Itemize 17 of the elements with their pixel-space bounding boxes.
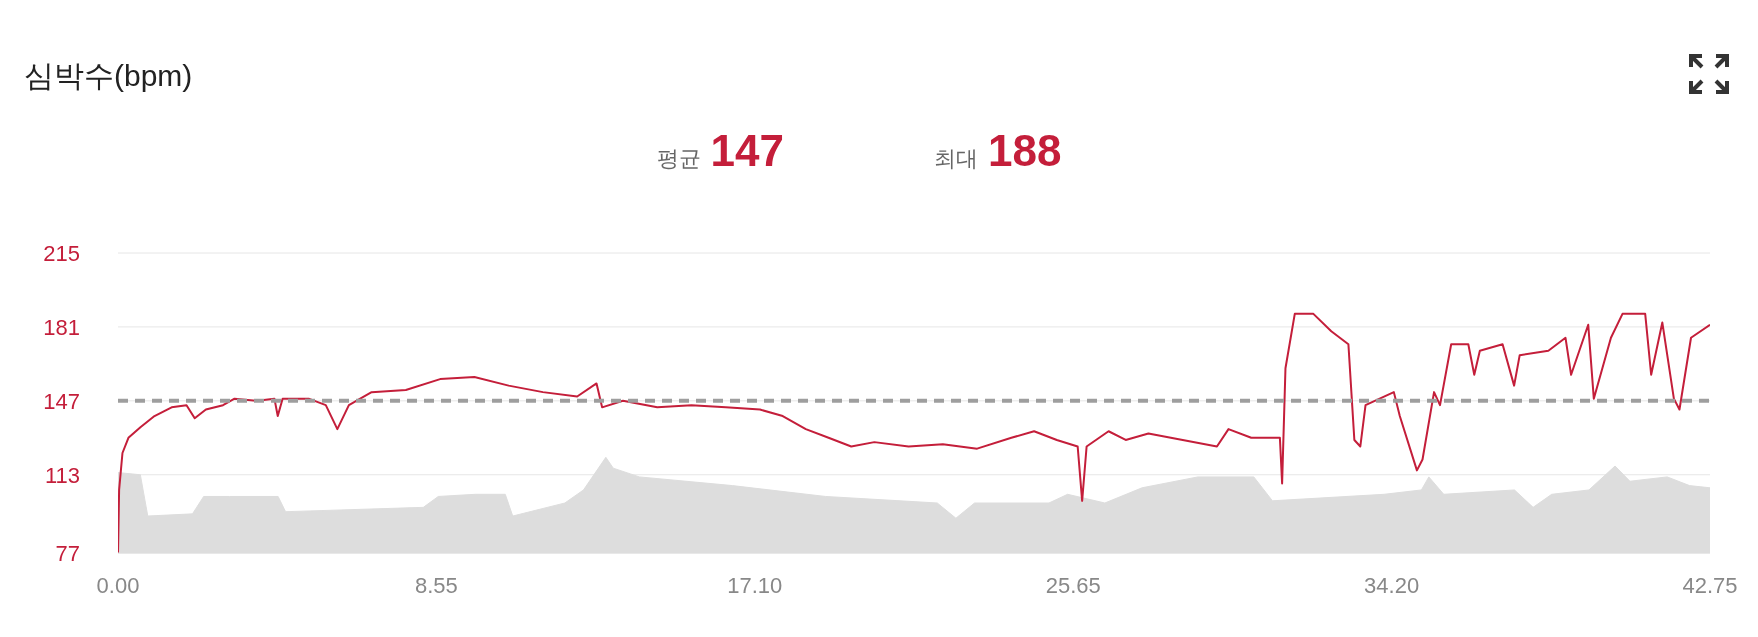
x-tick-label: 42.75 (1682, 572, 1738, 598)
y-tick-label: 113 (44, 462, 80, 488)
y-tick-label: 181 (43, 314, 80, 340)
x-tick-label: 0.00 (96, 572, 140, 598)
y-tick-label: 215 (43, 240, 80, 266)
chart-title: 심박수(bpm) (24, 58, 193, 94)
x-tick-label: 34.20 (1364, 572, 1420, 598)
x-tick-label: 25.65 (1045, 572, 1101, 598)
x-tick-label: 8.55 (414, 572, 458, 598)
y-tick-label: 77 (55, 540, 80, 566)
text: 평균 (656, 145, 701, 173)
y-tick-label: 147 (43, 388, 80, 414)
text: 최대 (934, 145, 978, 173)
x-tick-label: 17.10 (727, 572, 783, 598)
line-series (118, 312, 1710, 553)
text: 147 (710, 126, 784, 176)
text: 188 (988, 126, 1062, 176)
